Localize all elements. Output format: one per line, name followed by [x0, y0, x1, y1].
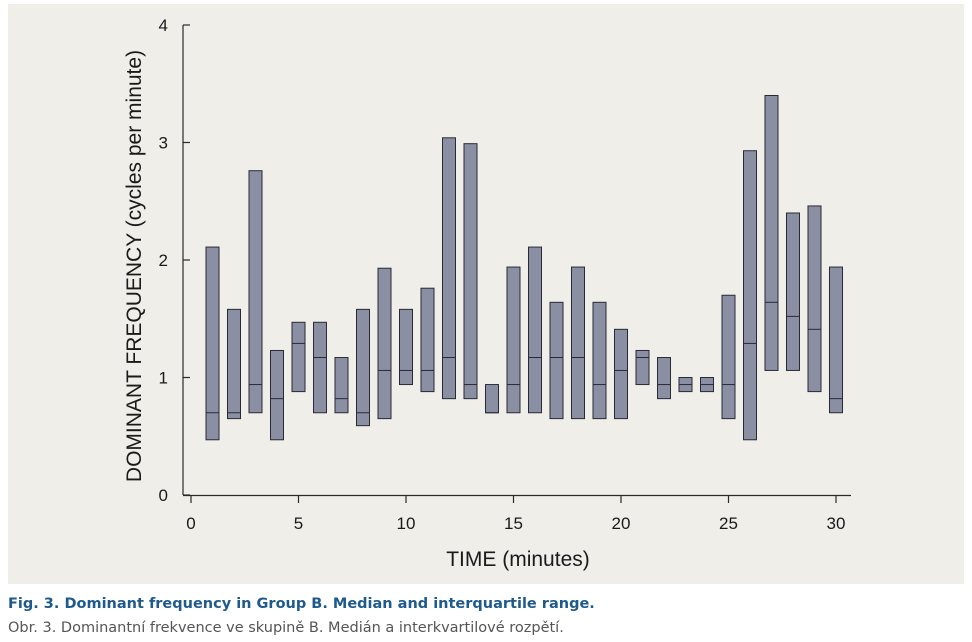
iqr-box: [549, 301, 564, 420]
x-tick-label: 10: [397, 514, 416, 533]
iqr-box: [721, 294, 736, 420]
y-tick-label: 1: [159, 369, 168, 388]
x-axis-title: TIME (minutes): [446, 548, 590, 571]
iqr-box: [248, 170, 263, 414]
x-tick-label: 5: [294, 514, 303, 533]
chart-figure: 0 1 2 3 4 0 5 10 15 20 25 30 TIME (minutes) DOMINAN…: [8, 4, 964, 584]
x-tick-label: 25: [719, 514, 738, 533]
iqr-box: [657, 357, 671, 400]
y-tick-label: 3: [159, 134, 168, 153]
iqr-box: [313, 321, 327, 414]
iqr-box: [227, 308, 241, 420]
x-tick-label: 30: [827, 514, 846, 533]
iqr-box: [463, 143, 478, 400]
iqr-box: [614, 328, 628, 420]
y-axis-title: DOMINANT FREQUENCY (cycles per minute): [123, 50, 146, 482]
iqr-box: [291, 321, 306, 393]
iqr-box: [399, 308, 413, 386]
iqr-box: [592, 301, 607, 420]
iqr-box: [442, 137, 456, 400]
boxes-layer: [205, 95, 843, 441]
iqr-box: [205, 246, 220, 441]
y-tick-label: 0: [159, 486, 168, 505]
iqr-box: [485, 384, 499, 414]
y-tick-label: 2: [159, 251, 168, 270]
chart-plot: 0 1 2 3 4 0 5 10 15 20 25 30 TIME (minutes) DOMINAN…: [123, 16, 851, 571]
x-tick-label: 20: [612, 514, 631, 533]
iqr-box: [334, 357, 349, 414]
figure-caption-czech: Obr. 3. Dominantní frekvence ve skupině …: [8, 620, 564, 636]
iqr-box: [807, 205, 822, 393]
iqr-box: [377, 267, 392, 420]
x-tick-label: 15: [504, 514, 523, 533]
iqr-box: [571, 266, 585, 420]
iqr-box: [764, 95, 779, 371]
axes-layer: 0 1 2 3 4 0 5 10 15 20 25 30: [159, 16, 851, 533]
iqr-box: [829, 266, 843, 414]
figure-caption-english: Fig. 3. Dominant frequency in Group B. M…: [8, 596, 595, 612]
iqr-box: [528, 246, 542, 414]
iqr-box: [786, 212, 800, 371]
iqr-box: [270, 349, 284, 441]
y-tick-label: 4: [159, 16, 168, 35]
iqr-box: [635, 349, 650, 386]
iqr-box: [506, 266, 521, 414]
x-tick-label: 0: [186, 514, 195, 533]
iqr-box: [356, 308, 370, 427]
iqr-box: [743, 150, 757, 441]
iqr-box: [420, 287, 435, 393]
